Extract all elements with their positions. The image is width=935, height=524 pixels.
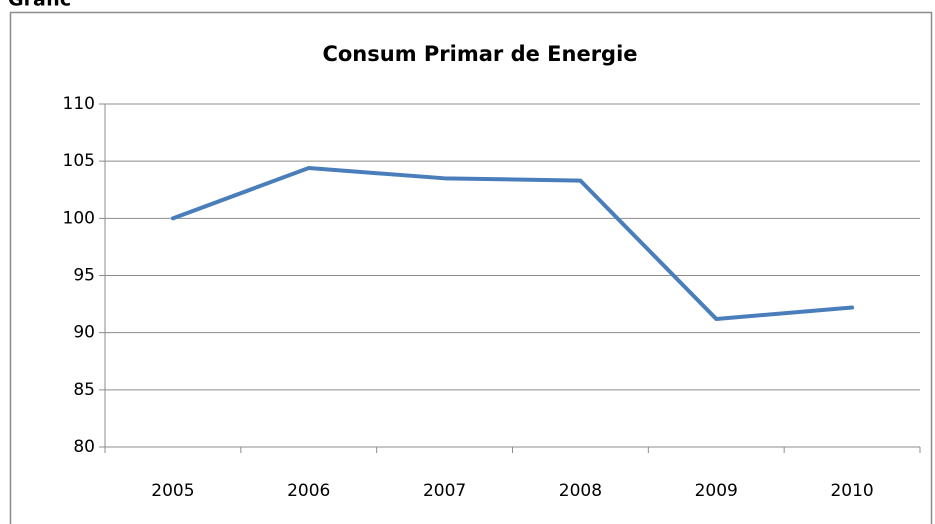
- y-tick-label: 110: [63, 94, 95, 114]
- x-tick-label: 2010: [830, 481, 873, 501]
- x-tick-label: 2006: [287, 481, 330, 501]
- x-tick-label: 2007: [423, 481, 466, 501]
- x-tick-label: 2005: [151, 481, 194, 501]
- chart-title: Consum Primar de Energie: [322, 42, 637, 66]
- data-line: [170, 166, 855, 321]
- y-tick-label: 100: [63, 208, 95, 228]
- y-tick-label: 105: [63, 151, 95, 171]
- page-heading: Grafic: [8, 0, 71, 11]
- y-tick-label: 80: [73, 437, 95, 457]
- y-tick-label: 95: [73, 266, 95, 286]
- y-tick-label: 85: [73, 380, 95, 400]
- chart-frame: [9, 11, 933, 524]
- y-tick-label: 90: [73, 323, 95, 343]
- x-tick-label: 2009: [695, 481, 738, 501]
- x-tick-label: 2008: [559, 481, 602, 501]
